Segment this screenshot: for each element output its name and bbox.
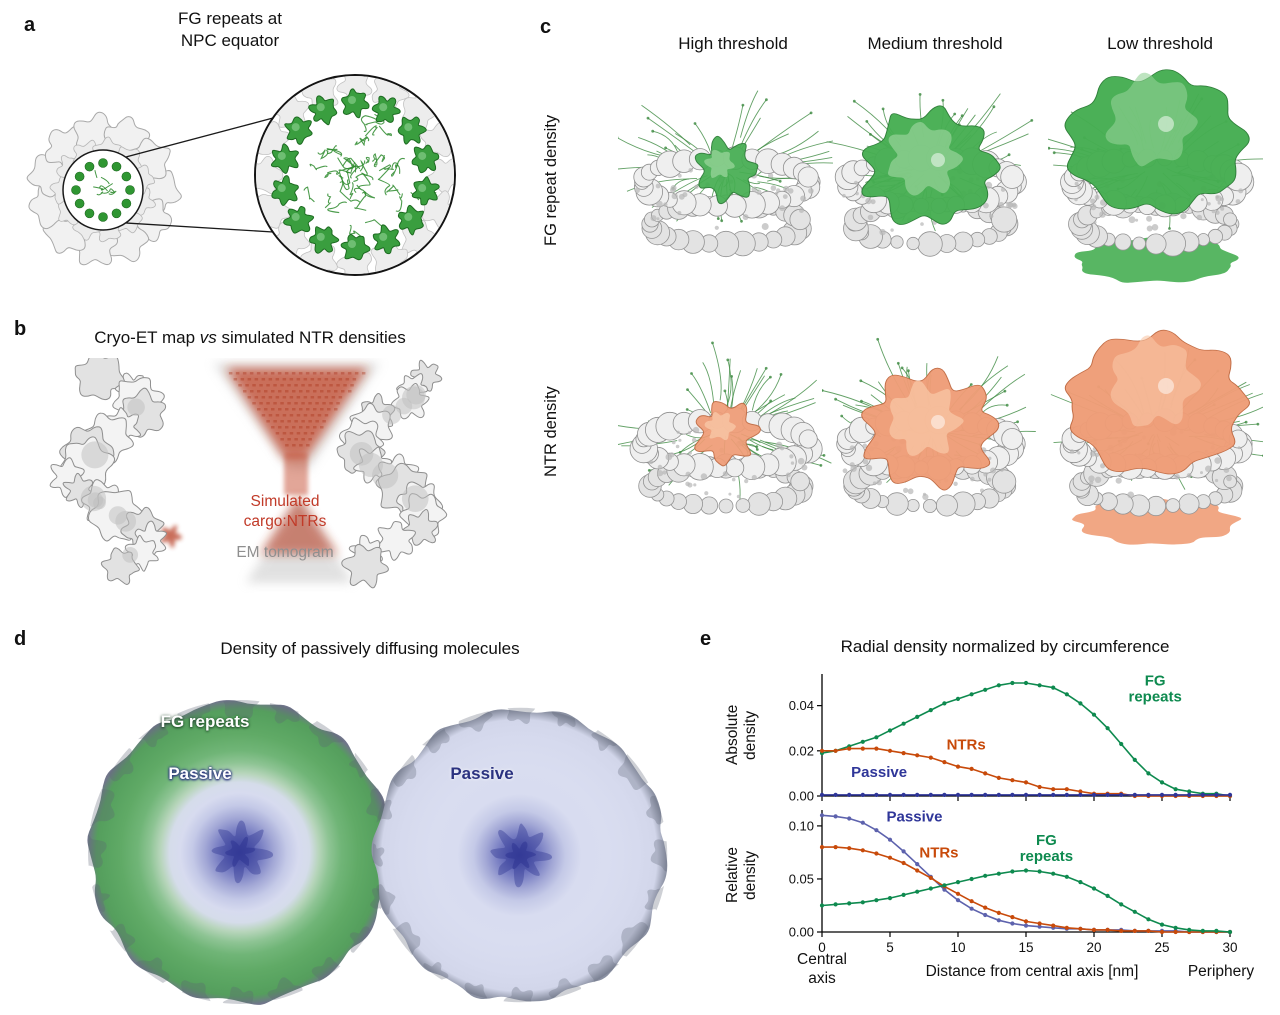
panel-e-title: Radial density normalized by circumferen… <box>840 637 1170 656</box>
svg-text:Passive: Passive <box>851 764 907 781</box>
pore-render-ntr-medium <box>822 337 1036 517</box>
panel-b-title: Cryo-ET map vs simulated NTR densities <box>30 327 470 349</box>
svg-text:Passive: Passive <box>887 809 943 826</box>
svg-text:0.00: 0.00 <box>789 925 814 940</box>
panel-b-title-post: simulated NTR densities <box>216 328 406 347</box>
fg-repeats-disc-label: FG repeats <box>160 712 250 731</box>
svg-text:25: 25 <box>1154 940 1169 955</box>
central-axis-label: Central axis <box>772 950 872 989</box>
density-disc-without-fg-repeats <box>371 707 668 1003</box>
panel-b-title-pre: Cryo-ET map <box>94 328 200 347</box>
col-header-low-threshold: Low threshold <box>1107 34 1213 53</box>
svg-text:0: 0 <box>818 940 826 955</box>
svg-text:repeats: repeats <box>1129 688 1182 705</box>
row-label-fg-repeat-density: FG repeat density <box>542 114 560 246</box>
svg-text:15: 15 <box>1018 940 1033 955</box>
svg-text:NTRs: NTRs <box>919 845 958 862</box>
passive-right-disc-label: Passive <box>450 764 514 783</box>
central-axis-label-line1: Central <box>797 951 847 968</box>
row-label-ntr-density: NTR density <box>542 386 560 478</box>
col-header-high-threshold: High threshold <box>678 34 788 53</box>
npc-equator-illustration <box>26 74 456 276</box>
svg-text:repeats: repeats <box>1020 848 1073 865</box>
panel-a-label: a <box>24 14 36 36</box>
svg-text:10: 10 <box>950 940 965 955</box>
svg-text:0.00: 0.00 <box>789 789 814 804</box>
simulated-cargo-ntrs-annotation: Simulated cargo:NTRs <box>195 492 375 532</box>
panel-a-title: FG repeats at NPC equator <box>110 8 350 52</box>
svg-text:NTRs: NTRs <box>947 737 986 754</box>
pore-render-ntr-low <box>1050 329 1263 545</box>
svg-text:0.04: 0.04 <box>789 698 814 713</box>
svg-text:0.10: 0.10 <box>789 818 814 833</box>
density-disc-with-fg-repeats <box>87 700 392 1005</box>
svg-text:FG: FG <box>1036 832 1057 849</box>
col-header-medium-threshold: Medium threshold <box>867 34 1003 53</box>
panel-d-label: d <box>14 628 27 650</box>
svg-text:30: 30 <box>1222 940 1237 955</box>
periphery-label: Periphery <box>1187 963 1255 980</box>
panel-b-title-vs: vs <box>199 328 217 347</box>
x-axis-title: Distance from central axis [nm] <box>925 963 1139 980</box>
central-axis-label-line2: axis <box>808 970 836 988</box>
svg-text:5: 5 <box>886 940 894 955</box>
relative-density-chart: 0.00 0.05 0.10 0 5 10 15 20 25 30 Passive NTRs FGrep… <box>789 809 1238 955</box>
passive-left-disc-label: Passive <box>168 764 232 783</box>
panel-c-label: c <box>540 16 552 38</box>
panel-b-label: b <box>14 318 27 340</box>
panel-a-title-line1: FG repeats at <box>178 9 282 28</box>
panel-d-title: Density of passively diffusing molecules <box>220 639 520 658</box>
pore-render-fg-high <box>618 90 833 258</box>
svg-text:0.05: 0.05 <box>789 871 814 886</box>
panel-a-title-line2: NPC equator <box>180 30 280 50</box>
em-tomogram-annotation: EM tomogram <box>236 544 334 561</box>
svg-text:FG: FG <box>1145 672 1166 689</box>
simulated-annotation-line1: Simulated <box>250 493 320 510</box>
cryo-et-map-illustration <box>49 358 448 589</box>
simulated-annotation-line2: cargo:NTRs <box>243 513 327 531</box>
pore-render-fg-medium <box>826 93 1034 257</box>
panel-e-label: e <box>700 628 712 650</box>
pore-render-ntr-high <box>618 341 832 516</box>
svg-text:0.02: 0.02 <box>789 743 814 758</box>
pore-render-fg-low <box>1048 69 1263 283</box>
svg-text:20: 20 <box>1086 940 1101 955</box>
